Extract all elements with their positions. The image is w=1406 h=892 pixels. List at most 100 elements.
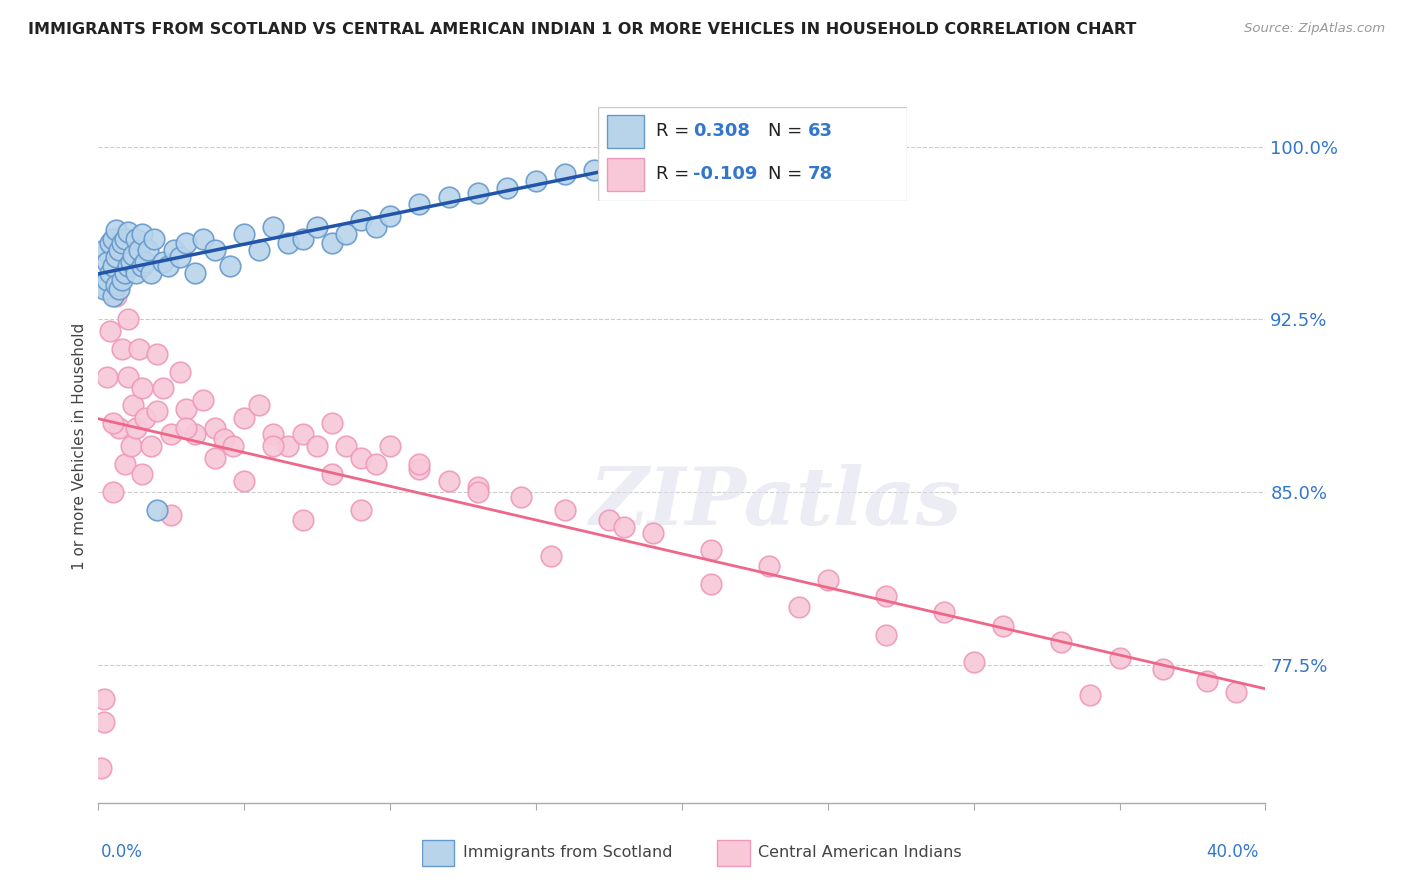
Point	[131, 467, 153, 481]
Point	[991, 618, 1014, 632]
Text: ZIPatlas: ZIPatlas	[589, 465, 962, 541]
Text: -0.109: -0.109	[693, 166, 758, 184]
Point	[134, 411, 156, 425]
Point	[467, 480, 489, 494]
Point	[152, 381, 174, 395]
Point	[90, 761, 112, 775]
Text: N =: N =	[768, 122, 807, 140]
Text: 63: 63	[808, 122, 832, 140]
Text: 78: 78	[808, 166, 832, 184]
Point	[174, 420, 197, 434]
Point	[408, 458, 430, 472]
Bar	[607, 114, 644, 148]
Point	[934, 605, 956, 619]
Point	[335, 227, 357, 242]
Point	[160, 508, 183, 522]
Point	[93, 244, 115, 258]
Point	[96, 370, 118, 384]
Point	[169, 365, 191, 379]
Point	[378, 439, 402, 453]
Point	[540, 549, 562, 564]
Text: R =: R =	[657, 166, 696, 184]
Point	[108, 244, 131, 258]
Point	[212, 432, 235, 446]
Point	[146, 404, 169, 418]
Point	[335, 439, 357, 453]
Point	[146, 347, 169, 361]
Point	[98, 324, 121, 338]
Point	[307, 439, 329, 453]
Point	[247, 244, 270, 258]
Text: N =: N =	[768, 166, 807, 184]
Point	[183, 266, 205, 280]
Point	[183, 427, 205, 442]
Point	[364, 458, 387, 472]
Point	[174, 236, 197, 251]
Point	[262, 220, 284, 235]
Point	[111, 343, 134, 357]
Point	[510, 490, 533, 504]
Point	[467, 485, 489, 500]
Y-axis label: 1 or more Vehicles in Household: 1 or more Vehicles in Household	[72, 322, 87, 570]
Point	[104, 277, 127, 292]
Point	[128, 244, 150, 258]
Point	[125, 266, 148, 280]
Point	[136, 244, 159, 258]
Point	[96, 255, 118, 269]
Point	[204, 450, 226, 465]
Point	[350, 450, 373, 465]
Point	[98, 236, 121, 251]
Point	[111, 273, 134, 287]
Point	[90, 277, 112, 292]
Point	[169, 250, 191, 264]
Point	[104, 289, 127, 303]
Point	[117, 370, 139, 384]
Point	[204, 420, 226, 434]
Point	[221, 439, 243, 453]
Point	[98, 266, 121, 280]
Point	[408, 197, 430, 211]
Point	[524, 174, 547, 188]
Point	[114, 458, 136, 472]
Point	[1195, 673, 1218, 688]
Point	[117, 225, 139, 239]
Point	[612, 156, 634, 170]
Point	[641, 526, 664, 541]
Point	[962, 656, 984, 670]
Point	[875, 589, 897, 603]
Point	[131, 381, 153, 395]
Point	[1080, 688, 1102, 702]
Point	[93, 283, 115, 297]
Point	[671, 145, 693, 159]
Point	[125, 232, 148, 246]
Text: IMMIGRANTS FROM SCOTLAND VS CENTRAL AMERICAN INDIAN 1 OR MORE VEHICLES IN HOUSEH: IMMIGRANTS FROM SCOTLAND VS CENTRAL AMER…	[28, 22, 1136, 37]
Point	[152, 255, 174, 269]
Point	[139, 266, 162, 280]
Point	[114, 232, 136, 246]
Point	[321, 467, 343, 481]
Point	[139, 439, 162, 453]
Point	[218, 260, 240, 274]
Point	[96, 273, 118, 287]
Point	[193, 392, 215, 407]
Point	[758, 558, 780, 573]
Point	[437, 474, 460, 488]
Point	[554, 167, 576, 181]
Point	[93, 715, 115, 730]
Point	[1050, 634, 1073, 648]
Point	[101, 232, 124, 246]
Point	[101, 485, 124, 500]
Point	[408, 462, 430, 476]
Point	[233, 474, 256, 488]
Text: Central American Indians: Central American Indians	[758, 846, 962, 860]
Point	[364, 220, 387, 235]
Text: Source: ZipAtlas.com: Source: ZipAtlas.com	[1244, 22, 1385, 36]
Point	[437, 190, 460, 204]
Point	[163, 244, 186, 258]
Point	[350, 503, 373, 517]
Bar	[422, 840, 454, 866]
Point	[174, 402, 197, 417]
Text: Immigrants from Scotland: Immigrants from Scotland	[463, 846, 672, 860]
Point	[233, 227, 256, 242]
Point	[262, 427, 284, 442]
